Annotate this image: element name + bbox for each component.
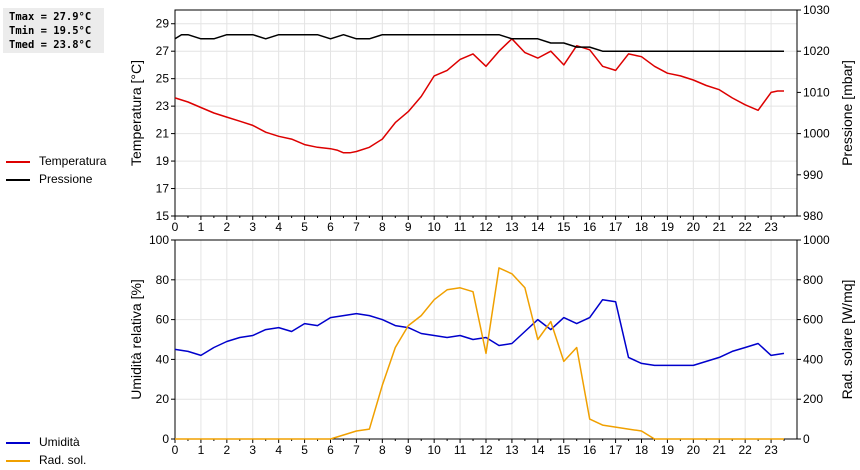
x-tick-label: 22 xyxy=(738,443,752,457)
stat-tmax: Tmax = 27.9°C xyxy=(9,11,92,23)
x-tick-label: 11 xyxy=(454,220,467,234)
y-right-axis-label: Pressione [mbar] xyxy=(839,60,855,166)
chart-panel-1: 0 1 2 3 4 5 6 7 8 9 10 11 12 13 14 15 16 17 18 19 20 21 22 2302… xyxy=(128,233,855,457)
y-left-tick-label: 21 xyxy=(156,127,170,141)
x-tick-label: 11 xyxy=(454,443,467,457)
y-right-tick-label: 1020 xyxy=(803,44,830,58)
y-left-tick-label: 15 xyxy=(156,209,170,223)
x-tick-label: 1 xyxy=(198,220,205,234)
y-left-tick-label: 19 xyxy=(156,154,170,168)
stat-tmin: Tmin = 19.5°C xyxy=(9,25,92,37)
x-tick-label: 9 xyxy=(405,220,412,234)
x-tick-label: 16 xyxy=(583,220,597,234)
x-tick-label: 19 xyxy=(661,443,675,457)
legend-label-pressione: Pressione xyxy=(39,172,93,186)
y-left-tick-label: 0 xyxy=(162,432,169,446)
y-left-tick-label: 20 xyxy=(156,392,170,406)
x-tick-label: 0 xyxy=(172,220,179,234)
x-tick-label: 22 xyxy=(738,220,752,234)
x-tick-label: 14 xyxy=(531,443,545,457)
x-tick-label: 13 xyxy=(505,443,519,457)
y-right-tick-label: 400 xyxy=(803,352,823,366)
x-tick-label: 5 xyxy=(301,220,308,234)
y-right-tick-label: 200 xyxy=(803,392,823,406)
legend-swatch-umidita xyxy=(6,442,30,444)
x-tick-label: 10 xyxy=(427,220,441,234)
x-tick-label: 1 xyxy=(198,443,205,457)
series-line-rad-sol- xyxy=(175,267,784,440)
y-right-tick-label: 600 xyxy=(803,313,823,327)
y-left-tick-label: 23 xyxy=(156,99,170,113)
x-tick-label: 6 xyxy=(327,443,334,457)
y-right-tick-label: 1000 xyxy=(803,233,830,247)
stat-tmed: Tmed = 23.8°C xyxy=(9,39,92,51)
chart-panel-0: 0 1 2 3 4 5 6 7 8 9 10 11 12 13 14 15 16 17 18 19 20 21 22 2315… xyxy=(128,3,855,234)
y-left-tick-label: 60 xyxy=(156,313,170,327)
x-tick-label: 19 xyxy=(661,220,675,234)
legend-label-umidita: Umidità xyxy=(39,435,80,449)
x-tick-label: 12 xyxy=(479,220,493,234)
x-tick-label: 6 xyxy=(327,220,334,234)
x-tick-label: 7 xyxy=(353,220,360,234)
x-tick-label: 23 xyxy=(764,220,778,234)
y-left-tick-label: 40 xyxy=(156,352,170,366)
y-left-tick-label: 27 xyxy=(156,44,170,58)
x-tick-label: 12 xyxy=(479,443,493,457)
y-right-axis-label: Rad. solare [W/mq] xyxy=(839,280,855,400)
stats-box: Tmax = 27.9°C Tmin = 19.5°C Tmed = 23.8°… xyxy=(3,8,104,53)
x-tick-label: 3 xyxy=(249,220,256,234)
x-tick-label: 18 xyxy=(635,220,649,234)
x-tick-label: 7 xyxy=(353,443,360,457)
series-line-temperatura xyxy=(174,38,784,154)
y-right-tick-label: 1010 xyxy=(803,85,830,99)
x-tick-label: 2 xyxy=(223,220,230,234)
y-left-axis-label: Umidità relativa [%] xyxy=(128,279,144,400)
x-tick-label: 8 xyxy=(379,220,386,234)
x-tick-label: 20 xyxy=(687,443,701,457)
x-tick-label: 15 xyxy=(557,443,571,457)
y-right-tick-label: 0 xyxy=(803,432,810,446)
x-tick-label: 13 xyxy=(505,220,519,234)
y-left-tick-label: 17 xyxy=(156,182,170,196)
plot-frame xyxy=(174,239,798,440)
x-tick-label: 14 xyxy=(531,220,545,234)
legend-swatch-temperatura xyxy=(6,161,30,163)
series-line-umidit- xyxy=(174,298,785,367)
x-tick-label: 21 xyxy=(713,443,727,457)
y-left-tick-label: 29 xyxy=(156,17,170,31)
x-tick-label: 17 xyxy=(609,220,623,234)
x-tick-label: 16 xyxy=(583,443,597,457)
x-tick-label: 18 xyxy=(635,443,649,457)
x-tick-label: 21 xyxy=(713,220,727,234)
legend-swatch-rad-sol xyxy=(6,460,30,462)
x-tick-label: 9 xyxy=(405,443,412,457)
y-right-tick-label: 800 xyxy=(803,273,823,287)
plot-frame xyxy=(174,9,798,217)
charts-canvas: 0 1 2 3 4 5 6 7 8 9 10 11 12 13 14 15 16 17 18 19 20 21 22 2315… xyxy=(128,3,855,457)
legend-label-temperatura: Temperatura xyxy=(39,154,107,168)
x-tick-label: 4 xyxy=(275,443,282,457)
x-tick-label: 0 xyxy=(172,443,179,457)
y-left-tick-label: 100 xyxy=(149,233,169,247)
x-tick-label: 2 xyxy=(223,443,230,457)
y-right-tick-label: 1030 xyxy=(803,3,830,17)
y-right-tick-label: 1000 xyxy=(803,127,830,141)
y-right-tick-label: 990 xyxy=(803,168,823,182)
x-tick-label: 4 xyxy=(275,220,282,234)
x-tick-label: 8 xyxy=(379,443,386,457)
x-tick-label: 3 xyxy=(249,443,256,457)
x-tick-label: 10 xyxy=(427,443,441,457)
y-left-tick-label: 25 xyxy=(156,72,170,86)
x-tick-label: 20 xyxy=(687,220,701,234)
x-tick-label: 5 xyxy=(301,443,308,457)
x-tick-label: 15 xyxy=(557,220,571,234)
y-left-tick-label: 80 xyxy=(156,273,170,287)
legend-swatch-pressione xyxy=(6,179,30,181)
series-line-pressione xyxy=(174,33,784,52)
y-left-axis-label: Temperatura [°C] xyxy=(128,60,144,166)
x-tick-label: 23 xyxy=(764,443,778,457)
y-right-tick-label: 980 xyxy=(803,209,823,223)
x-tick-label: 17 xyxy=(609,443,623,457)
